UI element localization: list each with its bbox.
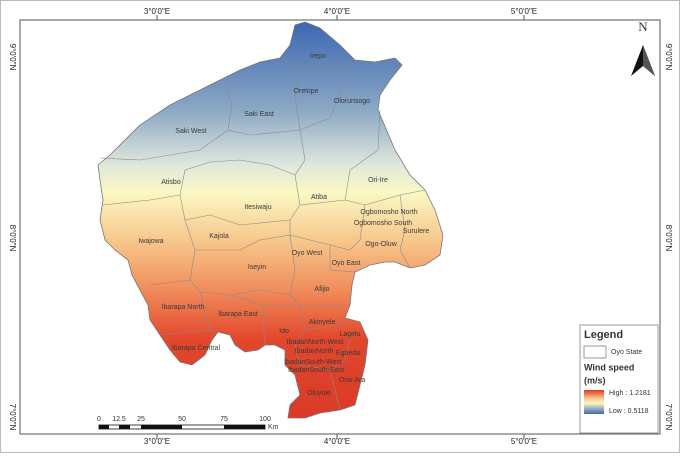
district-label: Ori-Ire	[368, 177, 388, 184]
scale-label: 0	[97, 416, 101, 423]
legend-title: Legend	[584, 329, 623, 341]
boundary	[224, 67, 346, 136]
district-label: Oyo West	[292, 250, 323, 257]
scale-bar	[98, 424, 266, 430]
scale-label: 12.5	[112, 416, 126, 423]
boundary	[344, 189, 426, 206]
latitude-label: 9°0'0"N	[664, 44, 673, 71]
legend-box	[579, 324, 659, 434]
legend-low: Low : 0.5118	[609, 408, 649, 415]
district-label: Atiba	[311, 194, 327, 201]
boundary	[281, 57, 353, 71]
scale-segment	[224, 425, 265, 429]
district-label: IbadanSouth-East	[288, 367, 344, 374]
longitude-label: 4°0'0"E	[324, 437, 350, 446]
district-label: Ibarapa East	[218, 311, 258, 318]
district-label: Ogo-Oluw	[365, 241, 397, 248]
longitude-label: 5°0'0"E	[511, 437, 537, 446]
legend-unit: (m/s)	[584, 375, 606, 385]
longitude-label: 4°0'0"E	[324, 7, 350, 16]
scale-label: 25	[137, 416, 145, 423]
map-frame	[19, 19, 661, 435]
legend-entry: Oyo State	[611, 349, 642, 356]
latitude-label: 8°0'0"N	[664, 225, 673, 252]
latitude-label: 8°0'0"N	[8, 225, 17, 252]
boundary	[399, 194, 411, 269]
boundary	[294, 109, 381, 206]
boundary	[289, 204, 366, 251]
district-label: Egbeda	[336, 350, 360, 357]
district-label: Akinyele	[309, 319, 336, 326]
district-label: Oyo East	[332, 260, 361, 267]
legend	[579, 324, 659, 434]
district-label: Saki West	[175, 128, 206, 135]
district-label: Oluyole	[307, 390, 331, 397]
district-label: IbadanSouth-West	[284, 359, 342, 366]
district-label: Afijio	[314, 286, 329, 293]
district-label: Kajola	[209, 233, 229, 240]
boundary	[99, 129, 229, 161]
scale-unit: Km	[268, 424, 279, 431]
district-label: Itesiwaju	[244, 204, 271, 211]
boundary	[294, 69, 301, 131]
color-ramp	[584, 390, 604, 414]
scale-label: 75	[220, 416, 228, 423]
latitude-label: 9°0'0"N	[8, 44, 17, 71]
district-boundaries	[99, 57, 426, 411]
district-label: Iseyin	[248, 264, 266, 271]
boundary	[189, 234, 296, 296]
latitude-label: 7°0'0"N	[664, 404, 673, 431]
scale-segment	[141, 425, 182, 429]
boundary	[179, 194, 301, 226]
district-label: Lagelu	[339, 331, 360, 338]
oyo-state	[97, 21, 444, 419]
legend-field: Wind speed	[584, 362, 634, 372]
district-label: Saki East	[244, 111, 274, 118]
longitude-label: 5°0'0"E	[511, 7, 537, 16]
district-label: Surulere	[403, 228, 430, 235]
district-label: Ibarapa Central	[172, 345, 221, 352]
north-label: N	[638, 19, 648, 34]
latitude-label: 7°0'0"N	[8, 404, 17, 431]
district-label: Irepo	[310, 53, 326, 60]
scale-label: 50	[178, 416, 186, 423]
district-label: Olorunsogo	[334, 98, 370, 105]
district-label: Ona-Ara	[339, 377, 366, 384]
district-label: Ido	[279, 328, 289, 335]
longitude-label: 3°0'0"E	[144, 437, 170, 446]
district-label: Ogbomosho North	[360, 209, 417, 216]
north-arrow-shade	[643, 45, 655, 76]
boundary-swatch	[583, 345, 607, 359]
boundary	[329, 245, 356, 273]
district-label: Iwajowa	[138, 238, 163, 245]
boundary	[262, 304, 351, 411]
district-label: Orelope	[294, 88, 319, 95]
boundary	[149, 219, 196, 286]
scale-segment	[119, 425, 130, 429]
boundary	[102, 159, 296, 206]
district-label: Atisbo	[161, 179, 181, 186]
graticule-ticks	[156, 15, 525, 439]
district-label: IbadanNorth-West	[287, 339, 344, 346]
labels: 3°0'0"E 3°0'0"E 4°0'0"E 4°0'0"E 5°0'0"E 5°0'0…	[8, 7, 673, 446]
legend-high: High : 1.2181	[609, 390, 651, 397]
district-label: Ibarapa North	[162, 304, 205, 311]
district-label: Ogbomosho South	[354, 220, 412, 227]
district-label: IbadanNorth	[295, 348, 334, 355]
boundary	[159, 329, 211, 336]
scale-label: 100	[259, 416, 271, 423]
scale-segment	[99, 425, 109, 429]
north-arrow	[631, 45, 655, 76]
longitude-label: 3°0'0"E	[144, 7, 170, 16]
